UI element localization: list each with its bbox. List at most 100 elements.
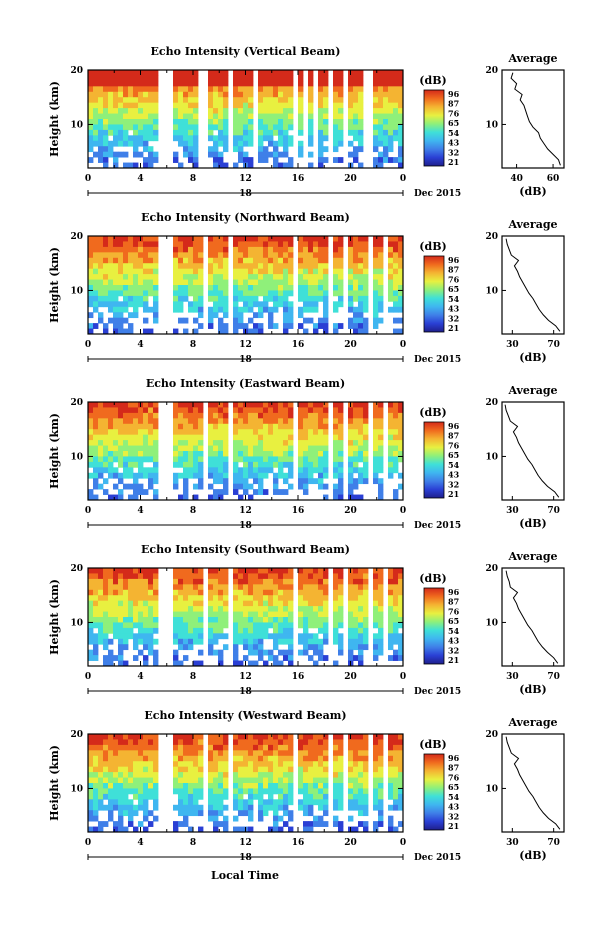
heatmap-cell <box>248 445 254 452</box>
heatmap-cell <box>373 241 379 248</box>
heatmap-cell <box>93 295 99 302</box>
heatmap-cell <box>318 290 324 297</box>
heatmap-cell <box>238 799 244 806</box>
heatmap-cell <box>303 739 309 746</box>
heatmap-cell <box>298 761 304 768</box>
heatmap-cell <box>283 489 289 495</box>
heatmap-cell <box>88 412 94 419</box>
heatmap-cell <box>253 622 259 629</box>
heatmap-cell <box>288 402 294 408</box>
heatmap-cell <box>323 772 329 778</box>
heatmap-cell <box>93 306 99 313</box>
heatmap-cell <box>333 80 339 87</box>
x-tick-label: 0 <box>400 838 406 848</box>
heatmap-cell <box>288 102 294 109</box>
heatmap-cell <box>138 151 144 158</box>
heatmap-cell <box>128 600 134 607</box>
heatmap-cell <box>373 263 379 270</box>
heatmap-cell <box>128 257 134 264</box>
heatmap-cell <box>98 91 104 98</box>
heatmap-cell <box>288 483 294 490</box>
heatmap-cell <box>313 578 319 585</box>
heatmap-cell <box>213 407 219 414</box>
heatmap-cell <box>208 129 214 136</box>
heatmap-cell <box>358 119 364 125</box>
heatmap-cell <box>363 285 369 291</box>
heatmap-cell <box>333 323 339 329</box>
heatmap-cell <box>233 573 239 580</box>
heatmap-cell <box>248 434 254 441</box>
heatmap-cell <box>103 660 109 667</box>
heatmap-cell <box>198 445 204 452</box>
heatmap-cell <box>223 573 229 580</box>
heatmap-cell <box>303 306 309 313</box>
heatmap-cell <box>213 252 219 259</box>
heatmap-cell <box>333 766 339 773</box>
heatmap-cell <box>298 412 304 419</box>
heatmap-cell <box>98 750 104 757</box>
heatmap-cell <box>213 649 219 656</box>
heatmap-cell <box>213 804 219 811</box>
heatmap-cell <box>148 135 154 142</box>
heatmap-cell <box>398 734 404 740</box>
x-tick-label: 8 <box>190 506 196 516</box>
heatmap-cell <box>323 312 329 319</box>
heatmap-cell <box>348 472 354 479</box>
heatmap-cell <box>88 140 94 147</box>
heatmap-cell <box>223 584 229 591</box>
heatmap-cell <box>118 478 124 485</box>
heatmap-cell <box>308 429 314 436</box>
heatmap-cell <box>253 649 259 656</box>
heatmap-cell <box>178 734 184 740</box>
heatmap-cell <box>173 622 179 629</box>
heatmap-cell <box>313 744 319 751</box>
heatmap-cell <box>243 102 249 109</box>
heatmap-cell <box>373 429 379 436</box>
heatmap-cell <box>383 80 389 87</box>
heatmap-cell <box>183 140 189 147</box>
heatmap-cell <box>93 108 99 114</box>
heatmap-cell <box>258 407 264 414</box>
heatmap-cell <box>283 445 289 452</box>
heatmap-cell <box>378 606 384 612</box>
heatmap-cell <box>108 617 114 623</box>
heatmap-cell <box>103 323 109 329</box>
heatmap-cell <box>263 70 269 76</box>
heatmap-cell <box>128 750 134 757</box>
heatmap-cell <box>153 236 159 242</box>
heatmap-cell <box>108 402 114 408</box>
heatmap-cell <box>288 113 294 120</box>
heatmap-cell <box>373 124 379 131</box>
heatmap-cell <box>113 451 119 457</box>
heatmap-cell <box>213 578 219 585</box>
heatmap-cell <box>393 274 399 280</box>
heatmap-cell <box>93 595 99 602</box>
heatmap-cell <box>398 804 404 811</box>
heatmap-cell <box>238 568 244 574</box>
heatmap-cell <box>398 263 404 270</box>
heatmap-cell <box>283 285 289 291</box>
heatmap-cell <box>193 445 199 452</box>
heatmap-cell <box>178 494 184 501</box>
heatmap-cell <box>253 755 259 762</box>
heatmap-cell <box>393 279 399 286</box>
heatmap-cell <box>268 440 274 446</box>
heatmap-cell <box>173 301 179 308</box>
heatmap-cell <box>113 86 119 93</box>
heatmap-cell <box>283 573 289 580</box>
heatmap-cell <box>398 119 404 125</box>
heatmap-cell <box>108 589 114 596</box>
heatmap-cell <box>308 306 314 313</box>
heatmap-cell <box>263 295 269 302</box>
heatmap-cell <box>333 622 339 629</box>
heatmap-cell <box>193 135 199 142</box>
heatmap-cell <box>358 97 364 104</box>
heatmap-cells <box>88 568 404 667</box>
heatmap-cell <box>153 445 159 452</box>
heatmap-cell <box>283 799 289 806</box>
colorbar-tick-label: 65 <box>448 616 459 626</box>
heatmap-cell <box>218 285 224 291</box>
heatmap-cell <box>223 622 229 629</box>
heatmap-cell <box>218 80 224 87</box>
heatmap-cell <box>398 788 404 795</box>
